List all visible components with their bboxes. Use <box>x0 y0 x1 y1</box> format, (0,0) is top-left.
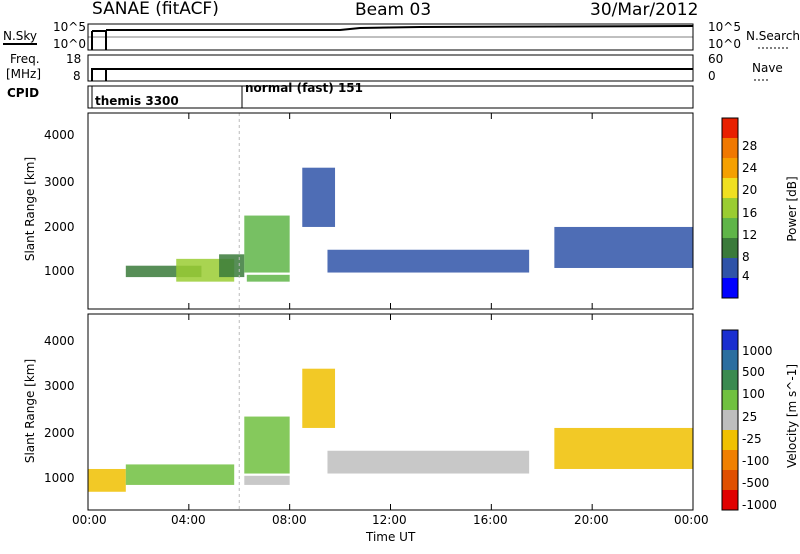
vel-cbar-tick-100: 100 <box>742 387 765 401</box>
scatter-region-5 <box>302 167 336 227</box>
power-cbar-tick-12: 12 <box>742 228 758 242</box>
power-colorbar-bin <box>722 258 738 278</box>
nave-label: Nave <box>752 61 783 75</box>
velocity-colorbar-bin <box>722 350 738 370</box>
xtick-0400: 04:00 <box>171 513 206 527</box>
x-axis-label: Time UT <box>366 530 416 544</box>
cpid-label: CPID <box>7 86 40 100</box>
velocity-ylabel: Slant Range [km] <box>23 358 37 464</box>
power-cbar-tick-8: 8 <box>742 250 750 264</box>
velocity-ytick-2000: 2000 <box>44 426 75 440</box>
xtick-0000: 00:00 <box>72 513 107 527</box>
scatter-region-5 <box>327 450 530 474</box>
xtick-2000: 20:00 <box>574 513 609 527</box>
cpid-mode-themis: themis 3300 <box>95 94 179 108</box>
velocity-colorbar-bin <box>722 390 738 410</box>
velocity-ytick-3000: 3000 <box>44 379 75 393</box>
power-panel <box>125 113 693 309</box>
axis-ticks <box>87 113 694 510</box>
scatter-region-6 <box>554 427 693 469</box>
freq-line <box>91 68 693 81</box>
scatter-region-2 <box>244 475 290 485</box>
power-ytick-1000: 1000 <box>44 264 75 278</box>
beam-label: Beam 03 <box>355 0 432 20</box>
scatter-region-4 <box>302 368 336 428</box>
noise-right-tick-top: 10^5 <box>708 20 741 34</box>
velocity-colorbar-bin <box>722 490 738 510</box>
vel-cbar-tick-25: 25 <box>742 410 758 424</box>
scatter-region-0 <box>88 468 126 492</box>
power-colorbar-bin <box>722 198 738 218</box>
vel-cbar-tick-m500: -500 <box>742 476 770 490</box>
velocity-colorbar-bin <box>722 450 738 470</box>
velocity-panel <box>88 314 693 510</box>
vel-cbar-tick-1000: 1000 <box>742 344 773 358</box>
power-cbar-tick-20: 20 <box>742 183 758 197</box>
power-colorbar-bin <box>722 238 738 258</box>
power-colorbar-frame <box>721 117 739 299</box>
power-colorbar-bin <box>722 138 738 158</box>
scatter-region-1 <box>125 464 235 485</box>
cpid-panel-frame <box>87 85 694 109</box>
vel-cbar-tick-m100: -100 <box>742 454 770 468</box>
power-ytick-2000: 2000 <box>44 220 75 234</box>
noise-sky-line <box>91 25 694 50</box>
velocity-colorbar-frame <box>721 329 739 511</box>
power-ylabel: Slant Range [km] <box>23 156 37 262</box>
velocity-colorbar-bin <box>722 330 738 350</box>
noise-left-tick-top: 10^5 <box>53 20 86 34</box>
freq-label-line1: Freq. <box>10 52 40 66</box>
xtick-1600: 16:00 <box>473 513 508 527</box>
freq-tick-bottom: 8 <box>73 69 81 83</box>
power-colorbar <box>721 117 739 299</box>
vel-cbar-tick-500: 500 <box>742 365 765 379</box>
power-cbar-tick-4: 4 <box>742 269 750 283</box>
xtick-0800: 08:00 <box>272 513 307 527</box>
scatter-region-3 <box>246 274 290 282</box>
chart-title: SANAE (fitACF) <box>92 0 219 19</box>
nave-tick-top: 60 <box>708 52 724 66</box>
noise-left-label: N.Sky <box>3 29 38 45</box>
noise-right-tick-bottom: 10^0 <box>708 37 741 51</box>
noise-left-tick-bottom: 10^0 <box>53 37 86 51</box>
vel-cbar-tick-m1000: -1000 <box>742 498 777 512</box>
date-label: 30/Mar/2012 <box>590 0 699 20</box>
noise-right-label: N.Search <box>746 29 800 43</box>
velocity-colorbar-bin <box>722 370 738 390</box>
scatter-region-2 <box>219 254 245 278</box>
power-cbar-tick-28: 28 <box>742 139 758 153</box>
power-ytick-4000: 4000 <box>44 128 75 142</box>
velocity-colorbar-bin <box>722 430 738 450</box>
vel-cbar-tick-m25: -25 <box>742 432 762 446</box>
scatter-region-6 <box>327 249 530 273</box>
power-colorbar-bin <box>722 158 738 178</box>
velocity-colorbar-bin <box>722 410 738 430</box>
power-cbar-label: Power [dB] <box>785 176 799 242</box>
velocity-colorbar <box>721 329 739 511</box>
cpid-mode-normal: normal (fast) 151 <box>245 81 363 95</box>
power-colorbar-bin <box>722 218 738 238</box>
power-colorbar-bin <box>722 118 738 138</box>
scatter-region-0 <box>125 265 202 278</box>
power-ytick-3000: 3000 <box>44 175 75 189</box>
freq-tick-top: 18 <box>66 52 82 66</box>
power-colorbar-bin <box>722 278 738 298</box>
freq-label-line2: [MHz] <box>6 67 42 81</box>
vel-cbar-label: Velocity [m s^-1] <box>785 363 799 469</box>
power-cbar-tick-24: 24 <box>742 161 758 175</box>
xtick-1200: 12:00 <box>372 513 407 527</box>
scatter-region-7 <box>554 226 693 268</box>
velocity-ytick-4000: 4000 <box>44 334 75 348</box>
power-colorbar-bin <box>722 178 738 198</box>
velocity-colorbar-bin <box>722 470 738 490</box>
scatter-region-3 <box>244 416 290 474</box>
xtick-2400: 00:00 <box>674 513 709 527</box>
nave-tick-bottom: 0 <box>708 69 716 83</box>
scatter-region-4 <box>244 215 290 273</box>
power-cbar-tick-16: 16 <box>742 206 758 220</box>
velocity-ytick-1000: 1000 <box>44 471 75 485</box>
